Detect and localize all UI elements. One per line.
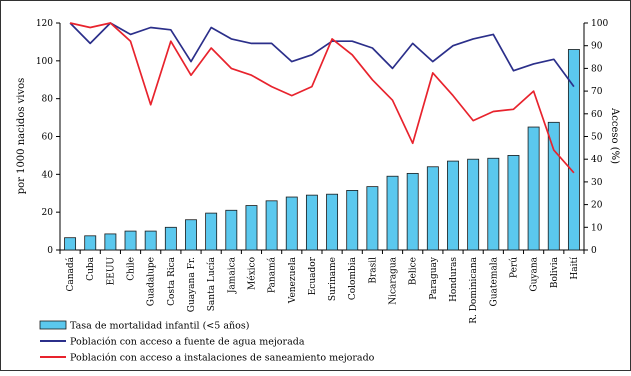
bar-mortality	[185, 219, 197, 251]
x-category-label: Haití	[569, 257, 580, 280]
bar-mortality	[346, 190, 359, 251]
bar-mortality	[447, 160, 459, 251]
bar-mortality	[567, 49, 580, 251]
x-category-label: Guyana	[530, 256, 540, 291]
x-category-label: México	[246, 257, 257, 290]
y-tick-label: 120	[36, 19, 53, 29]
bar-mortality	[487, 157, 500, 251]
y2-tick-label: 60	[591, 110, 603, 120]
bars-layer	[64, 49, 580, 251]
bar-mortality	[467, 158, 480, 251]
y2-axis-label: Acceso (%)	[609, 107, 620, 164]
x-category-label: Suriname	[328, 257, 338, 301]
legend: Tasa de mortalidad infantil (<5 años) Pob…	[39, 320, 375, 364]
y-tick-label: 100	[36, 57, 53, 67]
y2-tick-label: 0	[591, 246, 597, 256]
bar-mortality	[64, 237, 77, 251]
x-category-label: EEUU	[106, 257, 116, 286]
legend-label: Población con acceso a instalaciones de …	[70, 353, 375, 364]
y2-tick-label: 40	[591, 155, 603, 165]
y2-tick-label: 10	[591, 223, 603, 233]
line-water-access	[69, 22, 575, 88]
bar-mortality	[265, 200, 278, 251]
x-category-label: Canadá	[65, 256, 76, 291]
y2-tick-label: 90	[591, 42, 603, 52]
x-category-label: Guadalupe	[147, 257, 157, 306]
x-category-label: Guayana Fr.	[187, 257, 197, 312]
bar-mortality	[426, 166, 439, 251]
line-sanitation-access	[69, 22, 575, 174]
bar-mortality	[547, 121, 560, 251]
x-category-label: Ecuador	[308, 256, 318, 295]
y2-tick-label: 20	[591, 201, 603, 211]
x-category-label: Jamaica	[227, 256, 237, 294]
legend-swatch-bar	[39, 320, 67, 330]
y-tick-label: 60	[42, 133, 54, 143]
x-category-label: Bolivia	[550, 256, 560, 288]
x-category-label: Belice	[409, 257, 419, 285]
lines-layer	[69, 22, 575, 174]
bar-mortality	[406, 172, 419, 251]
x-category-label: Nicaragua	[389, 256, 399, 304]
y2-tick-label: 80	[591, 64, 603, 74]
x-category-label: Chile	[127, 257, 137, 281]
bar-mortality	[164, 226, 177, 251]
axes-layer: 0 20 40 60 80 100 120 0 10 20 30 40 50 60 70 80 90 100 Can…	[36, 19, 609, 324]
x-category-label: Honduras	[449, 257, 459, 302]
bar-mortality	[386, 175, 399, 251]
bar-mortality	[84, 235, 97, 251]
x-category-label: Paraguay	[429, 256, 439, 300]
legend-label: Tasa de mortalidad infantil (<5 años)	[70, 321, 249, 332]
bar-mortality	[305, 194, 318, 251]
bar-mortality	[104, 233, 117, 251]
y-tick-label: 0	[47, 246, 53, 256]
bar-mortality	[285, 196, 298, 251]
bar-mortality	[245, 205, 258, 251]
x-category-label: Panamá	[267, 256, 278, 293]
y-tick-label: 20	[42, 208, 54, 218]
x-category-label: Brasil	[368, 257, 378, 284]
x-category-label: Colombia	[348, 256, 358, 300]
x-category-label: Guatemala	[489, 256, 499, 306]
bar-mortality	[144, 230, 157, 251]
y-axis-label: por 1000 nacidos vivos	[16, 78, 27, 195]
y2-tick-label: 30	[591, 178, 603, 188]
x-category-label: Venezuela	[288, 256, 298, 304]
y-tick-label: 40	[42, 170, 54, 180]
bar-mortality	[205, 212, 218, 251]
bar-mortality	[527, 126, 540, 251]
bar-mortality	[507, 155, 520, 251]
y-tick-label: 80	[42, 95, 54, 105]
y2-tick-label: 70	[591, 87, 603, 97]
legend-label: Población con acceso a fuente de agua me…	[70, 337, 305, 348]
y2-tick-label: 50	[591, 133, 603, 143]
bar-mortality	[225, 209, 238, 251]
bar-mortality	[366, 186, 379, 251]
bar-mortality	[326, 193, 339, 251]
x-category-label: Santa Lucía	[206, 256, 217, 311]
y2-tick-label: 100	[591, 19, 608, 29]
x-category-label: Perú	[508, 257, 519, 278]
x-category-label: Cuba	[86, 256, 96, 280]
x-category-label: Costa Rica	[167, 256, 177, 305]
x-category-label: R. Dominicana	[469, 256, 479, 323]
bar-mortality	[124, 230, 137, 251]
